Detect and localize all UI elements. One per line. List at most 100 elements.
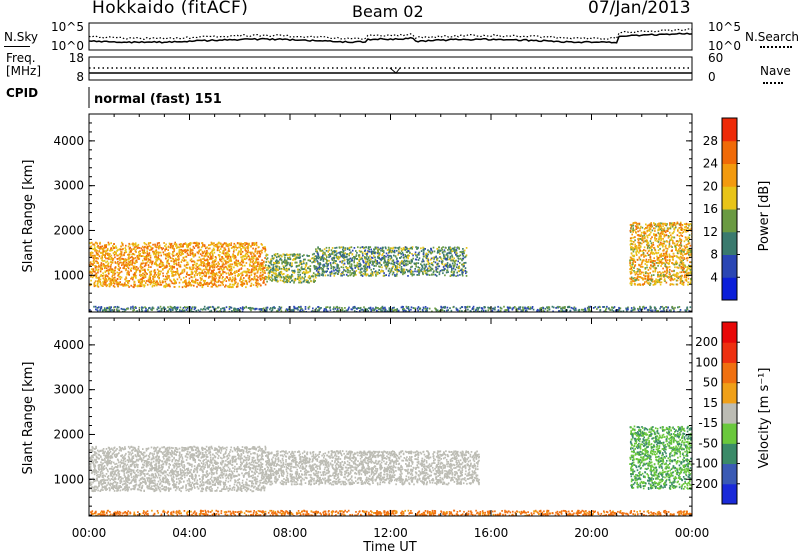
data-point — [657, 229, 659, 232]
data-point — [235, 263, 238, 265]
data-point — [317, 257, 319, 260]
data-point — [668, 253, 671, 256]
data-point — [226, 260, 228, 263]
data-point — [461, 253, 464, 255]
data-point — [653, 263, 656, 265]
data-point — [633, 271, 636, 274]
data-point — [245, 274, 247, 277]
data-point — [92, 257, 95, 259]
data-point — [248, 251, 251, 254]
data-point — [330, 265, 333, 268]
data-point — [652, 241, 654, 244]
data-point — [93, 284, 96, 287]
data-point — [451, 256, 454, 258]
data-point — [635, 226, 638, 228]
data-point — [252, 247, 254, 250]
data-point — [304, 279, 306, 281]
data-point — [214, 280, 216, 282]
data-point — [361, 252, 364, 255]
data-point — [687, 257, 689, 259]
data-point — [137, 284, 139, 287]
data-point — [131, 259, 134, 262]
data-point — [237, 260, 240, 262]
data-point — [312, 280, 315, 282]
data-point — [136, 255, 138, 258]
data-point — [261, 249, 263, 252]
data-point — [687, 230, 689, 233]
data-point — [644, 281, 646, 284]
data-point — [302, 277, 304, 280]
data-point — [249, 285, 252, 287]
data-point — [155, 261, 157, 263]
data-point — [316, 260, 318, 262]
data-point — [478, 306, 481, 309]
data-point — [145, 264, 147, 267]
data-point — [208, 282, 211, 285]
data-point — [94, 254, 96, 257]
data-point — [255, 266, 258, 269]
data-point — [231, 273, 234, 275]
data-point — [89, 254, 92, 256]
data-point — [418, 270, 421, 273]
data-point — [441, 248, 443, 251]
data-point — [672, 283, 675, 286]
data-point — [118, 272, 120, 275]
data-point — [263, 260, 265, 263]
data-point — [105, 283, 107, 286]
data-point — [673, 255, 675, 257]
data-point — [152, 275, 154, 278]
data-point — [141, 266, 144, 269]
data-point — [385, 255, 387, 258]
data-point — [635, 279, 638, 281]
data-point — [265, 278, 267, 280]
data-point — [205, 268, 208, 271]
data-point — [119, 258, 122, 261]
data-point — [134, 268, 137, 270]
data-point — [369, 246, 372, 248]
data-point — [446, 266, 449, 269]
data-point — [387, 264, 389, 266]
data-point — [304, 266, 307, 269]
data-point — [196, 266, 199, 268]
data-point — [302, 268, 304, 271]
data-point — [134, 265, 136, 268]
data-point — [169, 257, 172, 259]
data-point — [340, 260, 343, 263]
data-point — [108, 285, 111, 288]
data-point — [354, 271, 356, 273]
data-point — [190, 249, 192, 251]
data-point — [629, 270, 632, 273]
data-point — [249, 279, 252, 282]
data-point — [96, 260, 99, 263]
data-point — [173, 266, 175, 269]
data-point — [159, 251, 162, 254]
data-point — [297, 268, 299, 271]
data-point — [366, 268, 368, 271]
data-point — [317, 253, 319, 256]
data-point — [327, 274, 329, 277]
data-point — [125, 258, 128, 261]
data-point — [428, 270, 430, 272]
data-point — [180, 249, 183, 251]
data-point — [161, 265, 163, 267]
data-point — [446, 263, 448, 266]
data-point — [117, 273, 120, 276]
data-point — [238, 242, 241, 245]
data-point — [224, 254, 226, 257]
data-point — [669, 275, 671, 278]
data-point — [436, 263, 439, 265]
data-point — [226, 251, 228, 254]
data-point — [318, 274, 321, 277]
data-point — [98, 255, 101, 258]
data-point — [139, 270, 141, 273]
data-point — [455, 253, 457, 256]
data-point — [459, 257, 462, 260]
data-point — [107, 254, 109, 256]
data-point — [219, 265, 221, 268]
data-point — [219, 270, 221, 273]
data-point — [394, 255, 397, 257]
data-point — [95, 241, 97, 244]
data-point — [248, 277, 251, 280]
data-point — [110, 258, 112, 260]
data-point — [423, 255, 425, 258]
